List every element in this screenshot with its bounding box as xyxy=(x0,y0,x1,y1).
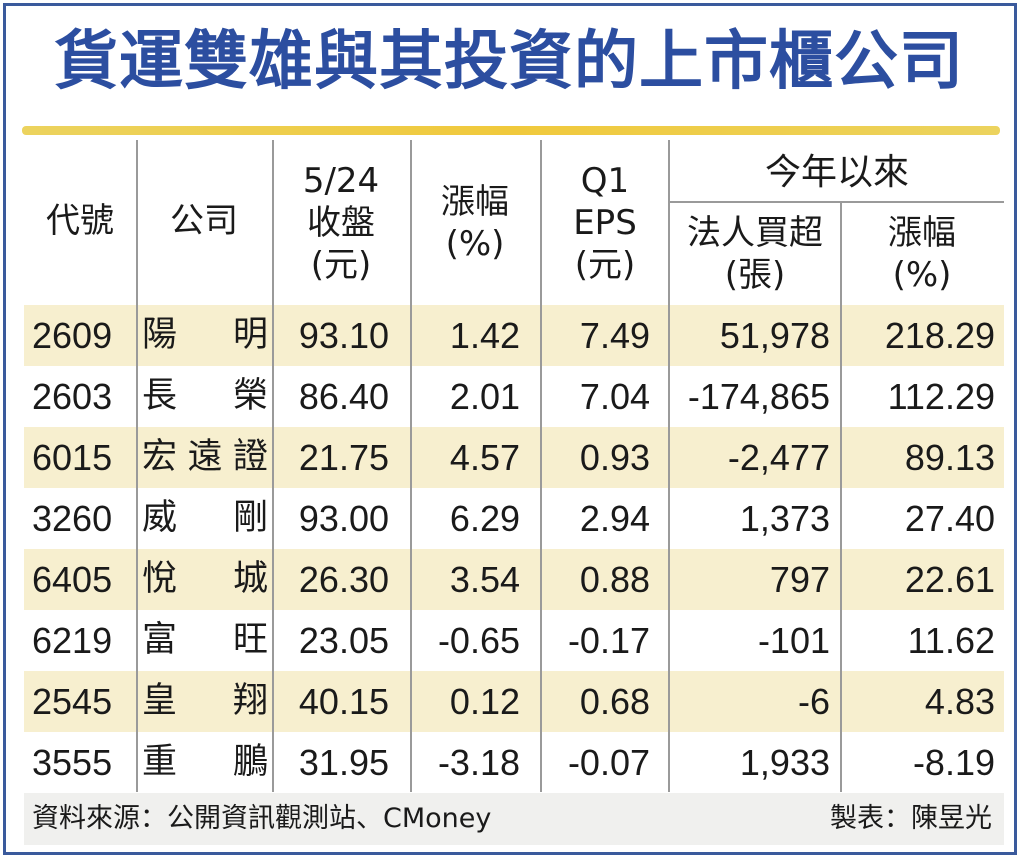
header-code-label: 代號 xyxy=(46,201,114,241)
footer-credit: 製表：陳昱光 xyxy=(830,803,992,834)
header-close-label: 收盤 xyxy=(307,203,375,243)
table-row: 2609 陽明 93.10 1.42 7.49 51,978 218.29 xyxy=(24,305,1004,366)
cell-company: 重鵬 xyxy=(142,742,268,782)
cell-change: 1.42 xyxy=(449,315,520,356)
cell-ytd: 89.13 xyxy=(904,437,995,478)
column-divider xyxy=(410,140,412,792)
table-row: 2545 皇翔 40.15 0.12 0.68 -6 4.83 xyxy=(24,671,1004,732)
cell-ytd: 218.29 xyxy=(884,315,995,356)
cell-inst: 1,933 xyxy=(739,742,830,783)
header-close-unit: (元) xyxy=(310,245,372,285)
header-eps: Q1 EPS (元) xyxy=(540,160,670,286)
cell-ytd: 22.61 xyxy=(904,559,995,600)
table-row: 2603 長榮 86.40 2.01 7.04 -174,865 112.29 xyxy=(24,366,1004,427)
cell-change: 2.01 xyxy=(449,376,520,417)
cell-change: -0.65 xyxy=(437,620,520,661)
cell-eps: 7.49 xyxy=(579,315,650,356)
cell-ytd: 27.40 xyxy=(904,498,995,539)
header-ytd-change-unit: (%) xyxy=(892,255,952,295)
header-change-unit: (%) xyxy=(445,224,505,264)
cell-inst: 797 xyxy=(769,559,830,600)
table-row: 3555 重鵬 31.95 -3.18 -0.07 1,933 -8.19 xyxy=(24,732,1004,793)
cell-inst: 1,373 xyxy=(739,498,830,539)
cell-code: 6405 xyxy=(32,559,113,600)
table-row: 6015 宏遠證 21.75 4.57 0.93 -2,477 89.13 xyxy=(24,427,1004,488)
cell-code: 2603 xyxy=(32,376,113,417)
title-divider xyxy=(22,126,1000,135)
header-ytd-group: 今年以來 xyxy=(764,152,909,193)
header-company: 公司 xyxy=(136,200,272,242)
cell-ytd: -8.19 xyxy=(912,742,995,783)
cell-eps: 0.88 xyxy=(579,559,650,600)
column-divider xyxy=(272,140,274,792)
cell-close: 86.40 xyxy=(298,376,389,417)
cell-close: 40.15 xyxy=(298,681,389,722)
page-title: 貨運雙雄與其投資的上市櫃公司 xyxy=(54,25,964,99)
cell-inst: -6 xyxy=(797,681,830,722)
cell-ytd: 4.83 xyxy=(924,681,995,722)
table-row: 3260 威剛 93.00 6.29 2.94 1,373 27.40 xyxy=(24,488,1004,549)
header-change: 漲幅 (%) xyxy=(410,181,540,265)
column-divider xyxy=(840,201,842,792)
cell-close: 21.75 xyxy=(298,437,389,478)
header-inst-label: 法人買超 xyxy=(687,213,823,253)
header-close-date: 5/24 xyxy=(302,161,380,201)
cell-eps: 2.94 xyxy=(579,498,650,539)
cell-company: 陽明 xyxy=(142,315,268,355)
cell-close: 23.05 xyxy=(298,620,389,661)
header-close: 5/24 收盤 (元) xyxy=(272,160,410,286)
cell-change: 3.54 xyxy=(449,559,520,600)
table-row: 6405 悅城 26.30 3.54 0.88 797 22.61 xyxy=(24,549,1004,610)
cell-close: 93.10 xyxy=(298,315,389,356)
cell-ytd: 11.62 xyxy=(907,620,995,661)
column-divider xyxy=(540,140,542,792)
cell-code: 3555 xyxy=(32,742,113,783)
cell-ytd: 112.29 xyxy=(887,376,995,417)
cell-change: 4.57 xyxy=(449,437,520,478)
header-ytd-change: 漲幅 (%) xyxy=(840,212,1004,296)
cell-code: 2545 xyxy=(32,681,113,722)
cell-company: 宏遠證 xyxy=(142,437,268,477)
cell-inst: -174,865 xyxy=(687,376,830,417)
header-company-label: 公司 xyxy=(170,201,238,241)
cell-inst: 51,978 xyxy=(719,315,830,356)
cell-change: 6.29 xyxy=(449,498,520,539)
cell-close: 93.00 xyxy=(298,498,389,539)
cell-eps: -0.07 xyxy=(567,742,650,783)
header-ytd-change-label: 漲幅 xyxy=(888,213,956,253)
cell-inst: -101 xyxy=(757,620,830,661)
cell-code: 6015 xyxy=(32,437,113,478)
cell-company: 富旺 xyxy=(142,620,268,660)
header-eps-label: EPS xyxy=(573,203,637,243)
cell-company: 長榮 xyxy=(142,376,268,416)
header-inst: 法人買超 (張) xyxy=(670,212,840,296)
cell-eps: -0.17 xyxy=(567,620,650,661)
header-change-label: 漲幅 xyxy=(441,182,509,222)
cell-code: 3260 xyxy=(32,498,113,539)
column-divider xyxy=(136,140,138,792)
header-code: 代號 xyxy=(24,200,136,242)
footer-source: 資料來源：公開資訊觀測站、CMoney xyxy=(32,803,492,834)
cell-code: 6219 xyxy=(32,620,113,661)
header-eps-unit: (元) xyxy=(574,245,636,285)
header-eps-quarter: Q1 xyxy=(580,161,630,201)
cell-change: -3.18 xyxy=(437,742,520,783)
cell-change: 0.12 xyxy=(449,681,520,722)
cell-inst: -2,477 xyxy=(727,437,830,478)
cell-code: 2609 xyxy=(32,315,113,356)
cell-eps: 7.04 xyxy=(579,376,650,417)
footer: 資料來源：公開資訊觀測站、CMoney 製表：陳昱光 xyxy=(24,793,1004,845)
header-ytd-divider xyxy=(670,201,1004,203)
cell-close: 31.95 xyxy=(298,742,389,783)
cell-close: 26.30 xyxy=(298,559,389,600)
cell-company: 威剛 xyxy=(142,498,268,538)
header-inst-unit: (張) xyxy=(724,255,786,295)
table-row: 6219 富旺 23.05 -0.65 -0.17 -101 11.62 xyxy=(24,610,1004,671)
cell-company: 悅城 xyxy=(142,559,268,599)
cell-eps: 0.93 xyxy=(579,437,650,478)
column-divider xyxy=(668,140,670,792)
cell-eps: 0.68 xyxy=(579,681,650,722)
cell-company: 皇翔 xyxy=(142,681,268,721)
